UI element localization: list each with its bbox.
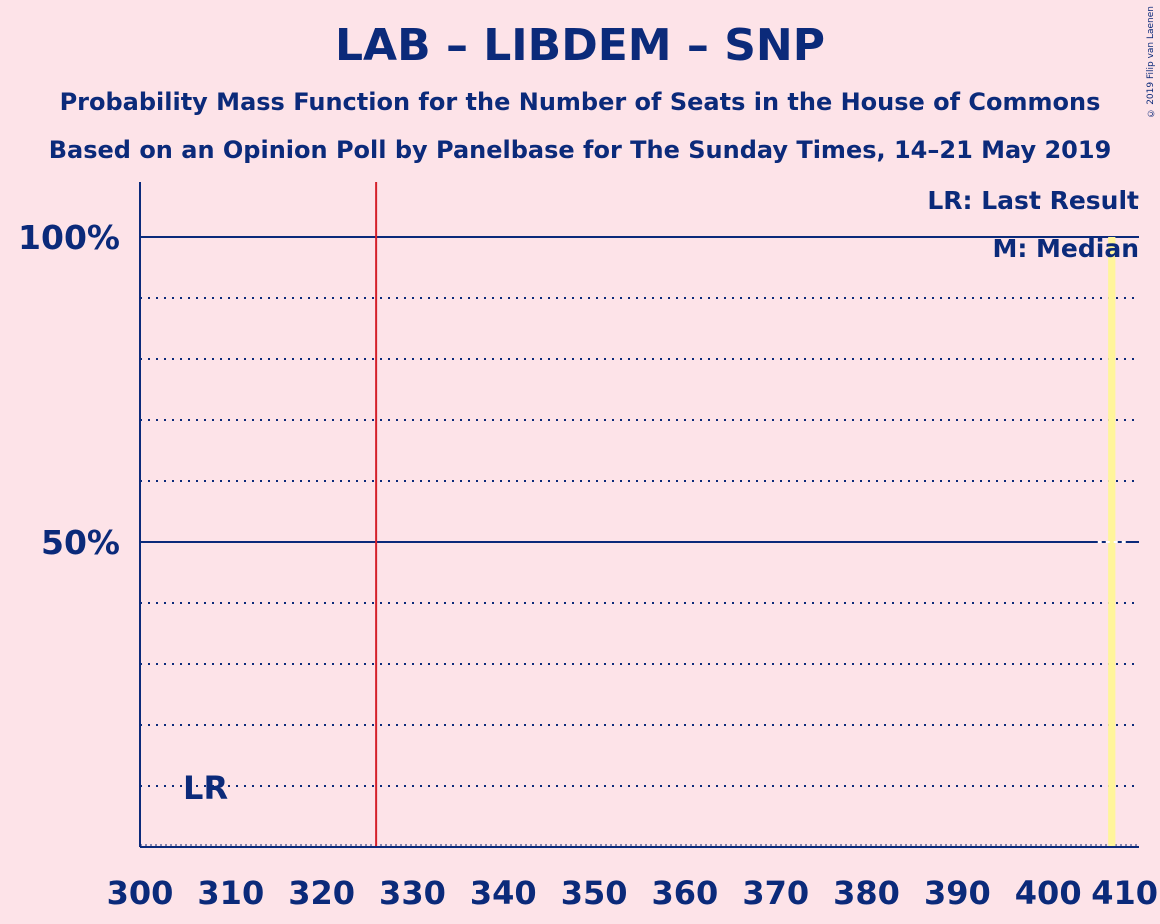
grid-layer <box>140 236 1139 846</box>
label-layer: 50% 100% 300 310 320 330 340 350 360 370 380 390 400… <box>18 218 1158 912</box>
y-tick-label: 50% <box>41 523 120 562</box>
chart-subtitle-2: Based on an Opinion Poll by Panelbase fo… <box>48 136 1112 164</box>
x-tick-label: 300 <box>107 874 174 912</box>
probability-bar <box>1108 237 1116 847</box>
axis-layer <box>139 182 1139 848</box>
chart-subtitle-1: Probability Mass Function for the Number… <box>59 88 1101 116</box>
x-tick-label: 330 <box>379 874 446 912</box>
x-tick-label: 400 <box>1015 874 1082 912</box>
x-tick-label: 350 <box>561 874 628 912</box>
legend-median: M: Median <box>992 234 1139 263</box>
x-tick-label: 310 <box>197 874 264 912</box>
last-result-label: LR <box>183 769 228 807</box>
x-tick-label: 410 <box>1091 874 1158 912</box>
x-tick-label: 390 <box>924 874 991 912</box>
y-tick-label: 100% <box>18 218 120 257</box>
x-tick-label: 340 <box>470 874 537 912</box>
x-tick-label: 370 <box>742 874 809 912</box>
bar-layer <box>1097 237 1126 847</box>
x-tick-label: 380 <box>833 874 900 912</box>
x-tick-label: 360 <box>652 874 719 912</box>
x-tick-label: 320 <box>288 874 355 912</box>
legend-last-result: LR: Last Result <box>927 186 1139 215</box>
chart-title: LAB – LIBDEM – SNP <box>335 20 825 71</box>
